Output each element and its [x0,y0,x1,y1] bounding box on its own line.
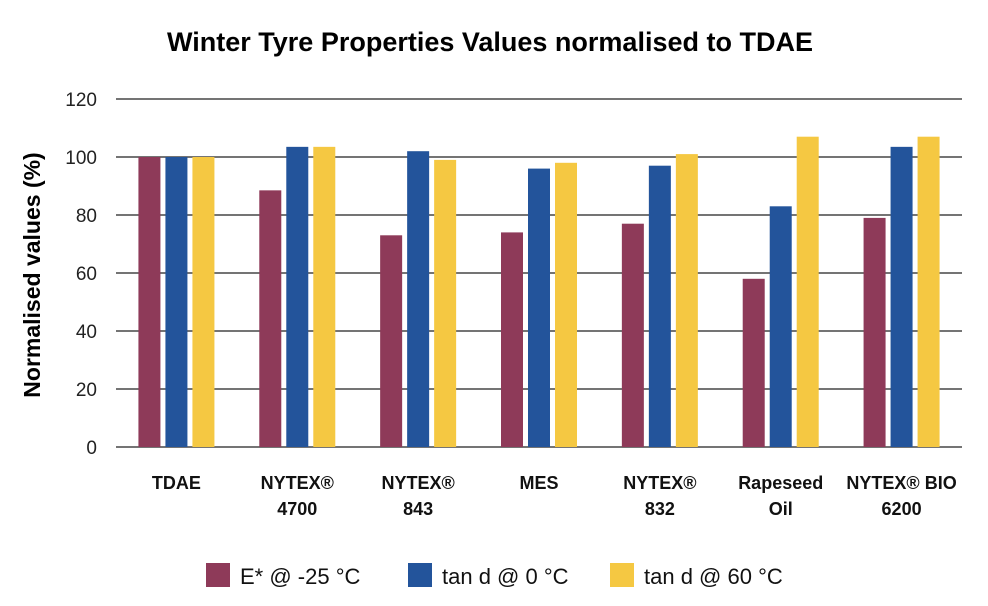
y-tick-label: 0 [86,438,97,459]
bar-3-2 [313,146,336,447]
y-tick-label: 100 [65,148,97,169]
category-labels: TDAE NYTEX® 4700 NYTEX® 843 MES NYTEX® 832 Rapes… [152,473,957,519]
bar-2-1 [165,157,188,447]
bar-1-5 [621,223,644,447]
bar-3-1 [192,157,215,447]
bar-3-6 [796,136,819,447]
category-label-line2: 4700 [277,499,317,519]
y-tick-label: 20 [76,380,97,401]
bar-1-3 [380,235,403,447]
bar-2-4 [528,168,550,447]
bar-1-4 [501,232,523,447]
chart-title: Winter Tyre Properties Values normalised… [167,27,813,57]
bar-1-7 [863,217,886,447]
bar-3-3 [434,159,457,447]
bars [138,136,940,448]
bar-2-3 [407,151,430,447]
legend-label-1: E* @ -25 °C [240,564,361,589]
category-label-line2: Oil [769,499,793,519]
bar-2-5 [648,165,671,447]
y-axis-label: Normalised values (%) [19,152,45,397]
category-label: NYTEX® [261,473,334,493]
bar-1-1 [138,157,161,447]
bar-1-6 [742,278,765,447]
legend: E* @ -25 °C tan d @ 0 °C tan d @ 60 °C [206,563,783,589]
legend-swatch-3 [610,563,634,587]
category-label: NYTEX® [382,473,455,493]
bar-2-6 [769,206,792,447]
legend-label-2: tan d @ 0 °C [442,564,569,589]
bar-3-4 [555,162,577,448]
legend-label-3: tan d @ 60 °C [644,564,783,589]
category-label: NYTEX® BIO [846,473,956,493]
category-label: MES [519,473,558,493]
category-label-line2: 832 [645,499,675,519]
y-tick-labels: 0 20 40 60 80 100 120 [65,90,97,459]
category-label: TDAE [152,473,201,493]
category-label-line2: 843 [403,499,433,519]
bar-3-7 [917,136,940,447]
category-label: Rapeseed [738,473,823,493]
y-tick-label: 120 [65,90,97,111]
y-tick-label: 80 [76,206,97,227]
category-label: NYTEX® [623,473,696,493]
bar-1-2 [259,190,282,447]
bar-2-2 [286,146,309,447]
legend-swatch-2 [408,563,432,587]
legend-swatch-1 [206,563,230,587]
y-tick-label: 40 [76,322,97,343]
bar-2-7 [890,146,913,447]
y-tick-label: 60 [76,264,97,285]
bar-3-5 [675,154,698,447]
category-label-line2: 6200 [882,499,922,519]
